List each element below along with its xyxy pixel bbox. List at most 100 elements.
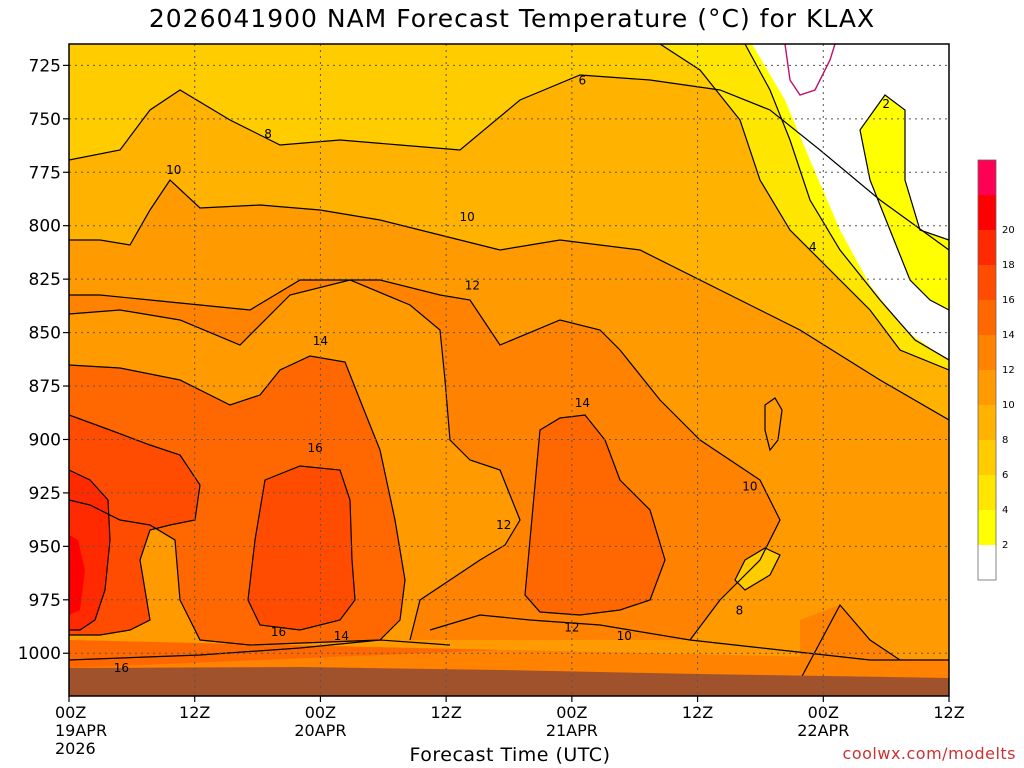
contour-12-right <box>799 603 901 681</box>
contour-0 <box>784 44 836 96</box>
y-tick-label: 775 <box>29 163 61 183</box>
x-tick-label: 12Z <box>179 703 210 722</box>
colorbar-swatch <box>978 160 996 195</box>
y-tick-label: 925 <box>29 484 61 504</box>
colorbar-frame <box>977 159 997 581</box>
colorbar-swatch <box>978 300 996 335</box>
contour-18 <box>69 469 111 631</box>
colorbar-swatch <box>978 195 996 230</box>
grid <box>69 44 949 696</box>
contour-label: 4 <box>809 240 817 254</box>
contour-12 <box>69 279 521 641</box>
contour-label: 12 <box>564 621 579 635</box>
x-tick-label: 2026 <box>55 739 96 758</box>
colorbar-swatch <box>978 230 996 265</box>
colorbar-label: 16 <box>1002 295 1015 306</box>
colorbar-label: 12 <box>1002 365 1015 376</box>
y-tick-label: 750 <box>29 110 61 130</box>
colorbar-swatch <box>978 475 996 510</box>
colorbar-swatch <box>978 405 996 440</box>
y-tick-label: 950 <box>29 537 61 557</box>
contour-label: 10 <box>459 210 474 224</box>
chart-title: 2026041900 NAM Forecast Temperature (°C)… <box>148 4 876 33</box>
y-axis: 725 750 775 800 825 850 875 900 925 950 975 1000 <box>18 56 69 664</box>
colorbar-swatch <box>978 510 996 545</box>
contour-6 <box>69 74 949 251</box>
y-tick-label: 825 <box>29 270 61 290</box>
y-tick-label: 900 <box>29 430 61 450</box>
colorbar-label: 18 <box>1002 260 1015 271</box>
contour-label: 14 <box>313 334 328 348</box>
contour-4 <box>659 44 949 371</box>
contour-label: 8 <box>736 603 744 617</box>
contour-14-b <box>524 414 666 616</box>
colorbar-swatch <box>978 265 996 300</box>
band-6-8 <box>69 44 949 250</box>
contour-label: 12 <box>496 518 511 532</box>
contour-2 <box>744 44 949 361</box>
x-tick-label: 19APR <box>55 721 107 740</box>
contour-label: 8 <box>264 127 272 141</box>
contour-14 <box>69 355 406 646</box>
x-tick-label: 21APR <box>546 721 598 740</box>
y-tick-label: 1000 <box>18 644 61 664</box>
colorbar: 2 4 6 8 10 12 14 16 18 20 <box>977 159 1015 581</box>
contour-label: 2 <box>882 97 890 111</box>
colorbar-label: 14 <box>1002 330 1015 341</box>
contour-2-b <box>859 94 949 311</box>
contour-label: 16 <box>308 441 323 455</box>
band-16-18-b <box>248 466 355 630</box>
contour-label: 10 <box>742 480 757 494</box>
colorbar-swatch <box>978 440 996 475</box>
y-tick-label: 875 <box>29 377 61 397</box>
colorbar-label: 8 <box>1002 435 1008 446</box>
contour-8-pocket <box>734 547 781 591</box>
band-12-14-right <box>800 605 900 680</box>
contour-label: 10 <box>617 629 632 643</box>
y-tick-label: 800 <box>29 217 61 237</box>
colorbar-swatch <box>978 545 996 580</box>
contour-16 <box>69 414 201 636</box>
x-tick-label: 00Z <box>808 703 839 722</box>
contour-label: 14 <box>334 629 349 643</box>
band-14-16-low <box>69 640 500 668</box>
contour-label: 6 <box>579 73 587 87</box>
contour-label: 16 <box>271 625 286 639</box>
x-tick-label: 20APR <box>294 721 346 740</box>
contour-label: 12 <box>465 279 480 293</box>
contour-10 <box>69 279 781 641</box>
contour-8 <box>69 179 949 421</box>
colorbar-label: 6 <box>1002 470 1008 481</box>
x-tick-label: 00Z <box>556 703 587 722</box>
band-below-2 <box>752 44 949 360</box>
y-tick-label: 850 <box>29 324 61 344</box>
contour-16-b <box>247 465 356 631</box>
credit-text: coolwx.com/modelts <box>842 744 1016 763</box>
band-above-20 <box>69 535 85 615</box>
contour-labels: 6 8 10 10 12 14 14 16 12 10 8 2 4 16 14 12 10 16 <box>114 73 890 675</box>
band-14-16-b <box>525 415 665 615</box>
colorbar-swatch <box>978 370 996 405</box>
colorbar-label: 4 <box>1002 505 1008 516</box>
band-6-8-pocket <box>735 548 780 590</box>
colorbar-swatch <box>978 335 996 370</box>
colorbar-label: 20 <box>1002 225 1015 236</box>
x-tick-label: 00Z <box>305 703 336 722</box>
x-tick-label: 12Z <box>682 703 713 722</box>
plot-area <box>69 44 949 696</box>
colorbar-label: 10 <box>1002 400 1015 411</box>
x-tick-label: 22APR <box>797 721 849 740</box>
x-tick-label: 12Z <box>430 703 461 722</box>
x-axis-label: Forecast Time (UTC) <box>409 744 611 766</box>
y-tick-label: 725 <box>29 56 61 76</box>
x-tick-label: 12Z <box>933 703 964 722</box>
contour-8-tiny <box>764 397 783 452</box>
x-tick-label: 00Z <box>55 703 86 722</box>
contour-12-low <box>429 614 949 661</box>
contour-14-low <box>69 639 451 661</box>
contour-label: 16 <box>114 661 129 675</box>
contour-label: 10 <box>166 163 181 177</box>
contour-label: 14 <box>575 396 590 410</box>
plot-frame <box>68 43 950 697</box>
